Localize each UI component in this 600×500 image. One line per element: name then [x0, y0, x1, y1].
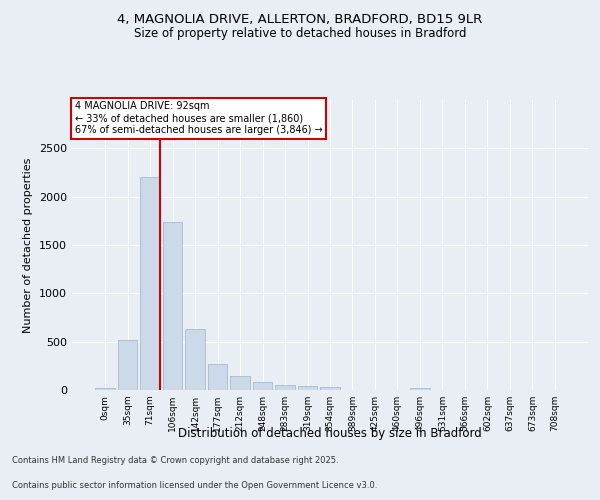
Text: Distribution of detached houses by size in Bradford: Distribution of detached houses by size … — [178, 428, 482, 440]
Text: 4, MAGNOLIA DRIVE, ALLERTON, BRADFORD, BD15 9LR: 4, MAGNOLIA DRIVE, ALLERTON, BRADFORD, B… — [118, 12, 482, 26]
Bar — [298, 386, 317, 390]
Bar — [275, 385, 295, 390]
Bar — [320, 386, 340, 390]
Bar — [118, 340, 137, 390]
Bar — [163, 222, 182, 390]
Bar — [410, 388, 430, 390]
Text: Size of property relative to detached houses in Bradford: Size of property relative to detached ho… — [134, 28, 466, 40]
Bar — [230, 376, 250, 390]
Y-axis label: Number of detached properties: Number of detached properties — [23, 158, 34, 332]
Bar — [208, 364, 227, 390]
Text: Contains HM Land Registry data © Crown copyright and database right 2025.: Contains HM Land Registry data © Crown c… — [12, 456, 338, 465]
Text: Contains public sector information licensed under the Open Government Licence v3: Contains public sector information licen… — [12, 481, 377, 490]
Bar — [95, 388, 115, 390]
Bar — [140, 178, 160, 390]
Text: 4 MAGNOLIA DRIVE: 92sqm
← 33% of detached houses are smaller (1,860)
67% of semi: 4 MAGNOLIA DRIVE: 92sqm ← 33% of detache… — [74, 102, 322, 134]
Bar — [253, 382, 272, 390]
Bar — [185, 329, 205, 390]
